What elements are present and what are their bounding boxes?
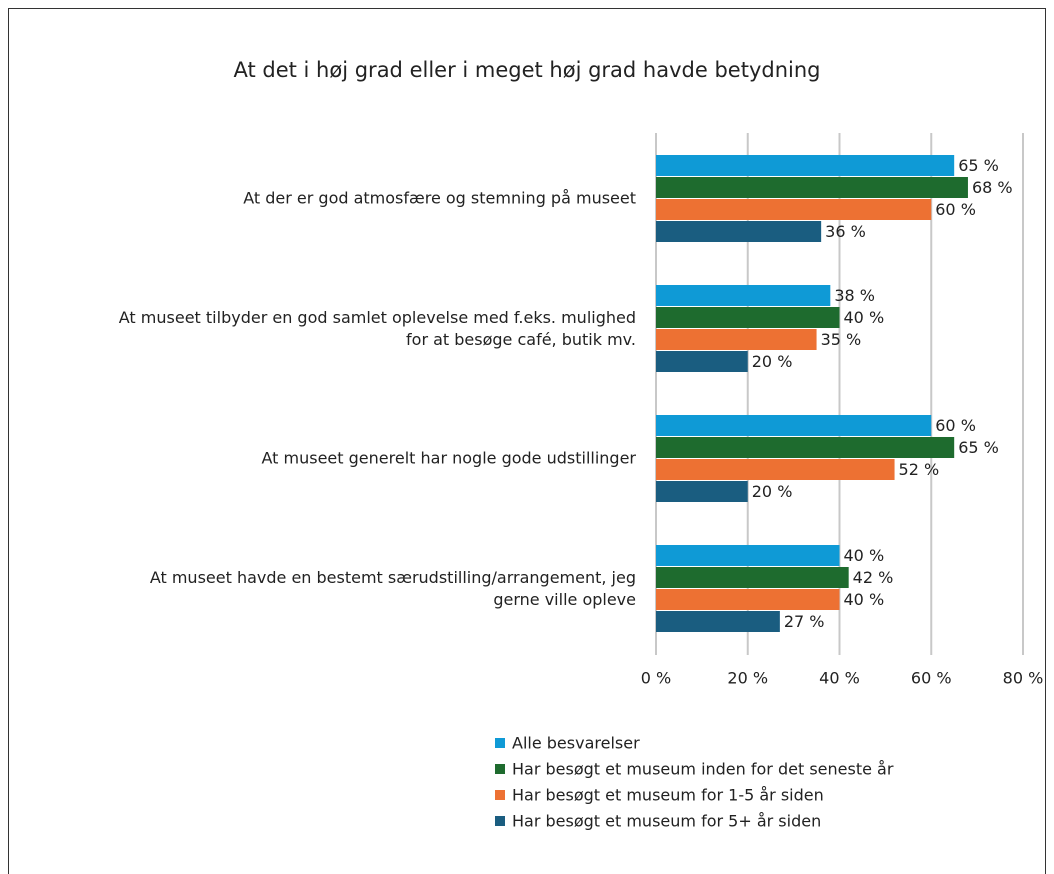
bar	[656, 437, 955, 458]
bar	[656, 221, 822, 242]
bar	[656, 155, 955, 176]
value-label: 20 %	[752, 352, 793, 371]
legend-swatch	[495, 816, 505, 826]
bar	[656, 611, 780, 632]
value-label: 42 %	[853, 568, 894, 587]
value-label: 52 %	[899, 460, 940, 479]
frame	[8, 8, 1046, 874]
value-label: 40 %	[844, 590, 885, 609]
legend-label: Alle besvarelser	[512, 734, 640, 753]
value-label: 27 %	[784, 612, 825, 631]
value-label: 60 %	[935, 200, 976, 219]
value-label: 40 %	[844, 308, 885, 327]
value-label: 20 %	[752, 482, 793, 501]
bar	[656, 351, 748, 372]
category-label: At museet generelt har nogle gode udstil…	[262, 449, 637, 468]
bar	[656, 545, 840, 566]
x-tick-label: 40 %	[819, 669, 860, 688]
bar	[656, 459, 895, 480]
legend-label: Har besøgt et museum for 1-5 år siden	[512, 786, 824, 805]
bar	[656, 285, 831, 306]
legend-swatch	[495, 790, 505, 800]
bar	[656, 415, 932, 436]
value-label: 38 %	[834, 286, 875, 305]
bar	[656, 307, 840, 328]
value-label: 40 %	[844, 546, 885, 565]
bar	[656, 589, 840, 610]
value-label: 35 %	[821, 330, 862, 349]
category-label: At museet tilbyder en god samlet oplevel…	[119, 308, 636, 349]
x-tick-label: 80 %	[1003, 669, 1044, 688]
category-label: At museet havde en bestemt særudstilling…	[150, 568, 636, 609]
bar	[656, 481, 748, 502]
value-label: 60 %	[935, 416, 976, 435]
x-tick-label: 0 %	[641, 669, 671, 688]
bar	[656, 199, 932, 220]
value-label: 65 %	[958, 438, 999, 457]
value-label: 65 %	[958, 156, 999, 175]
chart-title: At det i høj grad eller i meget høj grad…	[233, 58, 820, 82]
value-label: 68 %	[972, 178, 1013, 197]
bar	[656, 567, 849, 588]
legend-swatch	[495, 764, 505, 774]
bar	[656, 177, 968, 198]
legend-swatch	[495, 738, 505, 748]
legend-label: Har besøgt et museum for 5+ år siden	[512, 812, 821, 831]
x-tick-label: 60 %	[911, 669, 952, 688]
legend-label: Har besøgt et museum inden for det senes…	[512, 760, 894, 779]
x-tick-label: 20 %	[727, 669, 768, 688]
value-label: 36 %	[825, 222, 866, 241]
category-label: At der er god atmosfære og stemning på m…	[243, 189, 636, 208]
bar	[656, 329, 817, 350]
